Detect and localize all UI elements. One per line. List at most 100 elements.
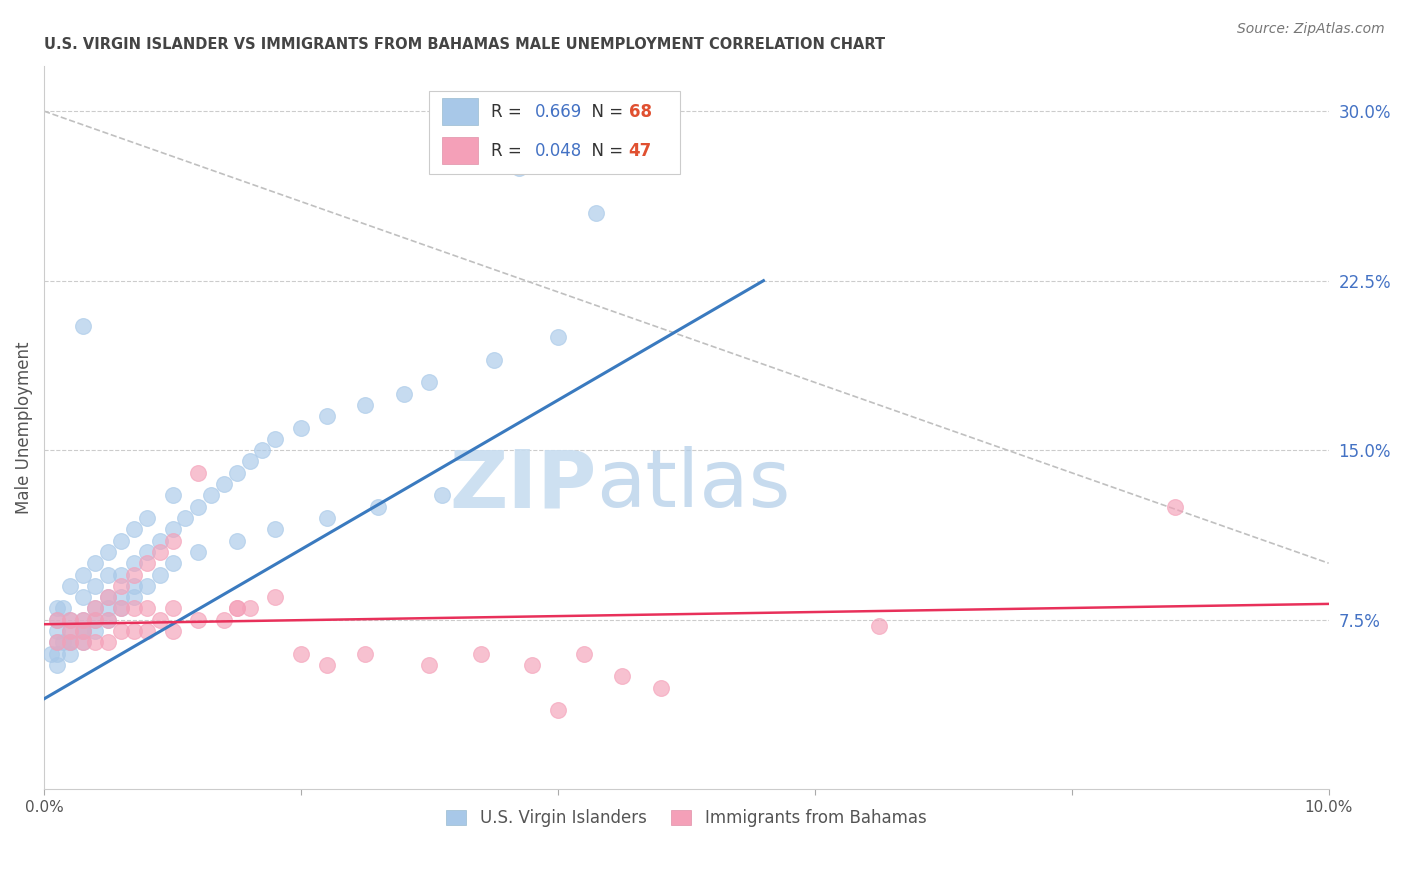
Point — [52, 601, 75, 615]
Point — [367, 500, 389, 514]
Point — [239, 454, 262, 468]
Text: U.S. VIRGIN ISLANDER VS IMMIGRANTS FROM BAHAMAS MALE UNEMPLOYMENT CORRELATION CH: U.S. VIRGIN ISLANDER VS IMMIGRANTS FROM … — [44, 37, 886, 53]
Point — [110, 601, 132, 615]
Point — [187, 466, 209, 480]
Point — [59, 579, 82, 593]
Point — [84, 624, 107, 638]
Text: Source: ZipAtlas.com: Source: ZipAtlas.com — [1237, 22, 1385, 37]
Text: atlas: atlas — [596, 447, 790, 524]
Point — [135, 556, 157, 570]
Point — [392, 386, 415, 401]
Point — [97, 635, 120, 649]
Point — [122, 522, 145, 536]
Point — [354, 398, 377, 412]
Point — [225, 466, 247, 480]
Point — [149, 567, 172, 582]
Point — [122, 556, 145, 570]
Point — [59, 624, 82, 638]
Point — [315, 657, 337, 672]
Point — [84, 613, 107, 627]
FancyBboxPatch shape — [443, 98, 478, 125]
Point — [72, 635, 94, 649]
Legend: U.S. Virgin Islanders, Immigrants from Bahamas: U.S. Virgin Islanders, Immigrants from B… — [437, 800, 935, 835]
Point — [610, 669, 633, 683]
Point — [84, 601, 107, 615]
Point — [46, 657, 69, 672]
Point — [46, 635, 69, 649]
Point — [1163, 500, 1185, 514]
Point — [97, 613, 120, 627]
Point — [135, 624, 157, 638]
Text: 0.048: 0.048 — [534, 142, 582, 160]
Point — [84, 613, 107, 627]
Point — [252, 443, 274, 458]
Point — [84, 556, 107, 570]
Point — [200, 488, 222, 502]
Point — [264, 590, 287, 604]
Text: ZIP: ZIP — [449, 447, 596, 524]
Point — [225, 601, 247, 615]
Text: R =: R = — [491, 103, 527, 120]
Point — [264, 522, 287, 536]
Point — [135, 579, 157, 593]
Point — [46, 647, 69, 661]
Text: N =: N = — [581, 142, 628, 160]
Point — [97, 545, 120, 559]
Point — [72, 624, 94, 638]
Point — [187, 613, 209, 627]
Point — [122, 579, 145, 593]
Point — [72, 635, 94, 649]
Point — [110, 624, 132, 638]
Point — [174, 511, 197, 525]
Point — [162, 488, 184, 502]
Point — [59, 613, 82, 627]
Point — [97, 567, 120, 582]
Point — [470, 647, 492, 661]
Point — [149, 533, 172, 548]
Point — [135, 601, 157, 615]
Text: N =: N = — [581, 103, 628, 120]
Point — [135, 511, 157, 525]
Point — [264, 432, 287, 446]
Point — [135, 545, 157, 559]
Point — [432, 488, 454, 502]
Point — [110, 579, 132, 593]
Point — [162, 601, 184, 615]
Point — [46, 635, 69, 649]
Point — [84, 601, 107, 615]
Point — [239, 601, 262, 615]
Point — [97, 613, 120, 627]
Point — [225, 601, 247, 615]
Point — [72, 624, 94, 638]
Point — [52, 635, 75, 649]
Point — [72, 567, 94, 582]
Point — [84, 635, 107, 649]
Point — [290, 647, 312, 661]
Point — [110, 567, 132, 582]
Point — [162, 624, 184, 638]
Point — [418, 376, 440, 390]
Y-axis label: Male Unemployment: Male Unemployment — [15, 342, 32, 514]
Point — [122, 590, 145, 604]
Point — [59, 635, 82, 649]
Point — [59, 624, 82, 638]
Point — [508, 161, 530, 175]
Point — [225, 533, 247, 548]
Point — [72, 624, 94, 638]
Point — [39, 647, 62, 661]
Text: 68: 68 — [628, 103, 651, 120]
Point — [650, 681, 672, 695]
Point — [162, 533, 184, 548]
Text: R =: R = — [491, 142, 527, 160]
Point — [522, 657, 544, 672]
Point — [122, 601, 145, 615]
Point — [97, 590, 120, 604]
Point — [547, 703, 569, 717]
Point — [72, 613, 94, 627]
Point — [110, 590, 132, 604]
Point — [46, 601, 69, 615]
Point — [122, 567, 145, 582]
Point — [59, 647, 82, 661]
Point — [572, 647, 595, 661]
FancyBboxPatch shape — [429, 91, 681, 175]
